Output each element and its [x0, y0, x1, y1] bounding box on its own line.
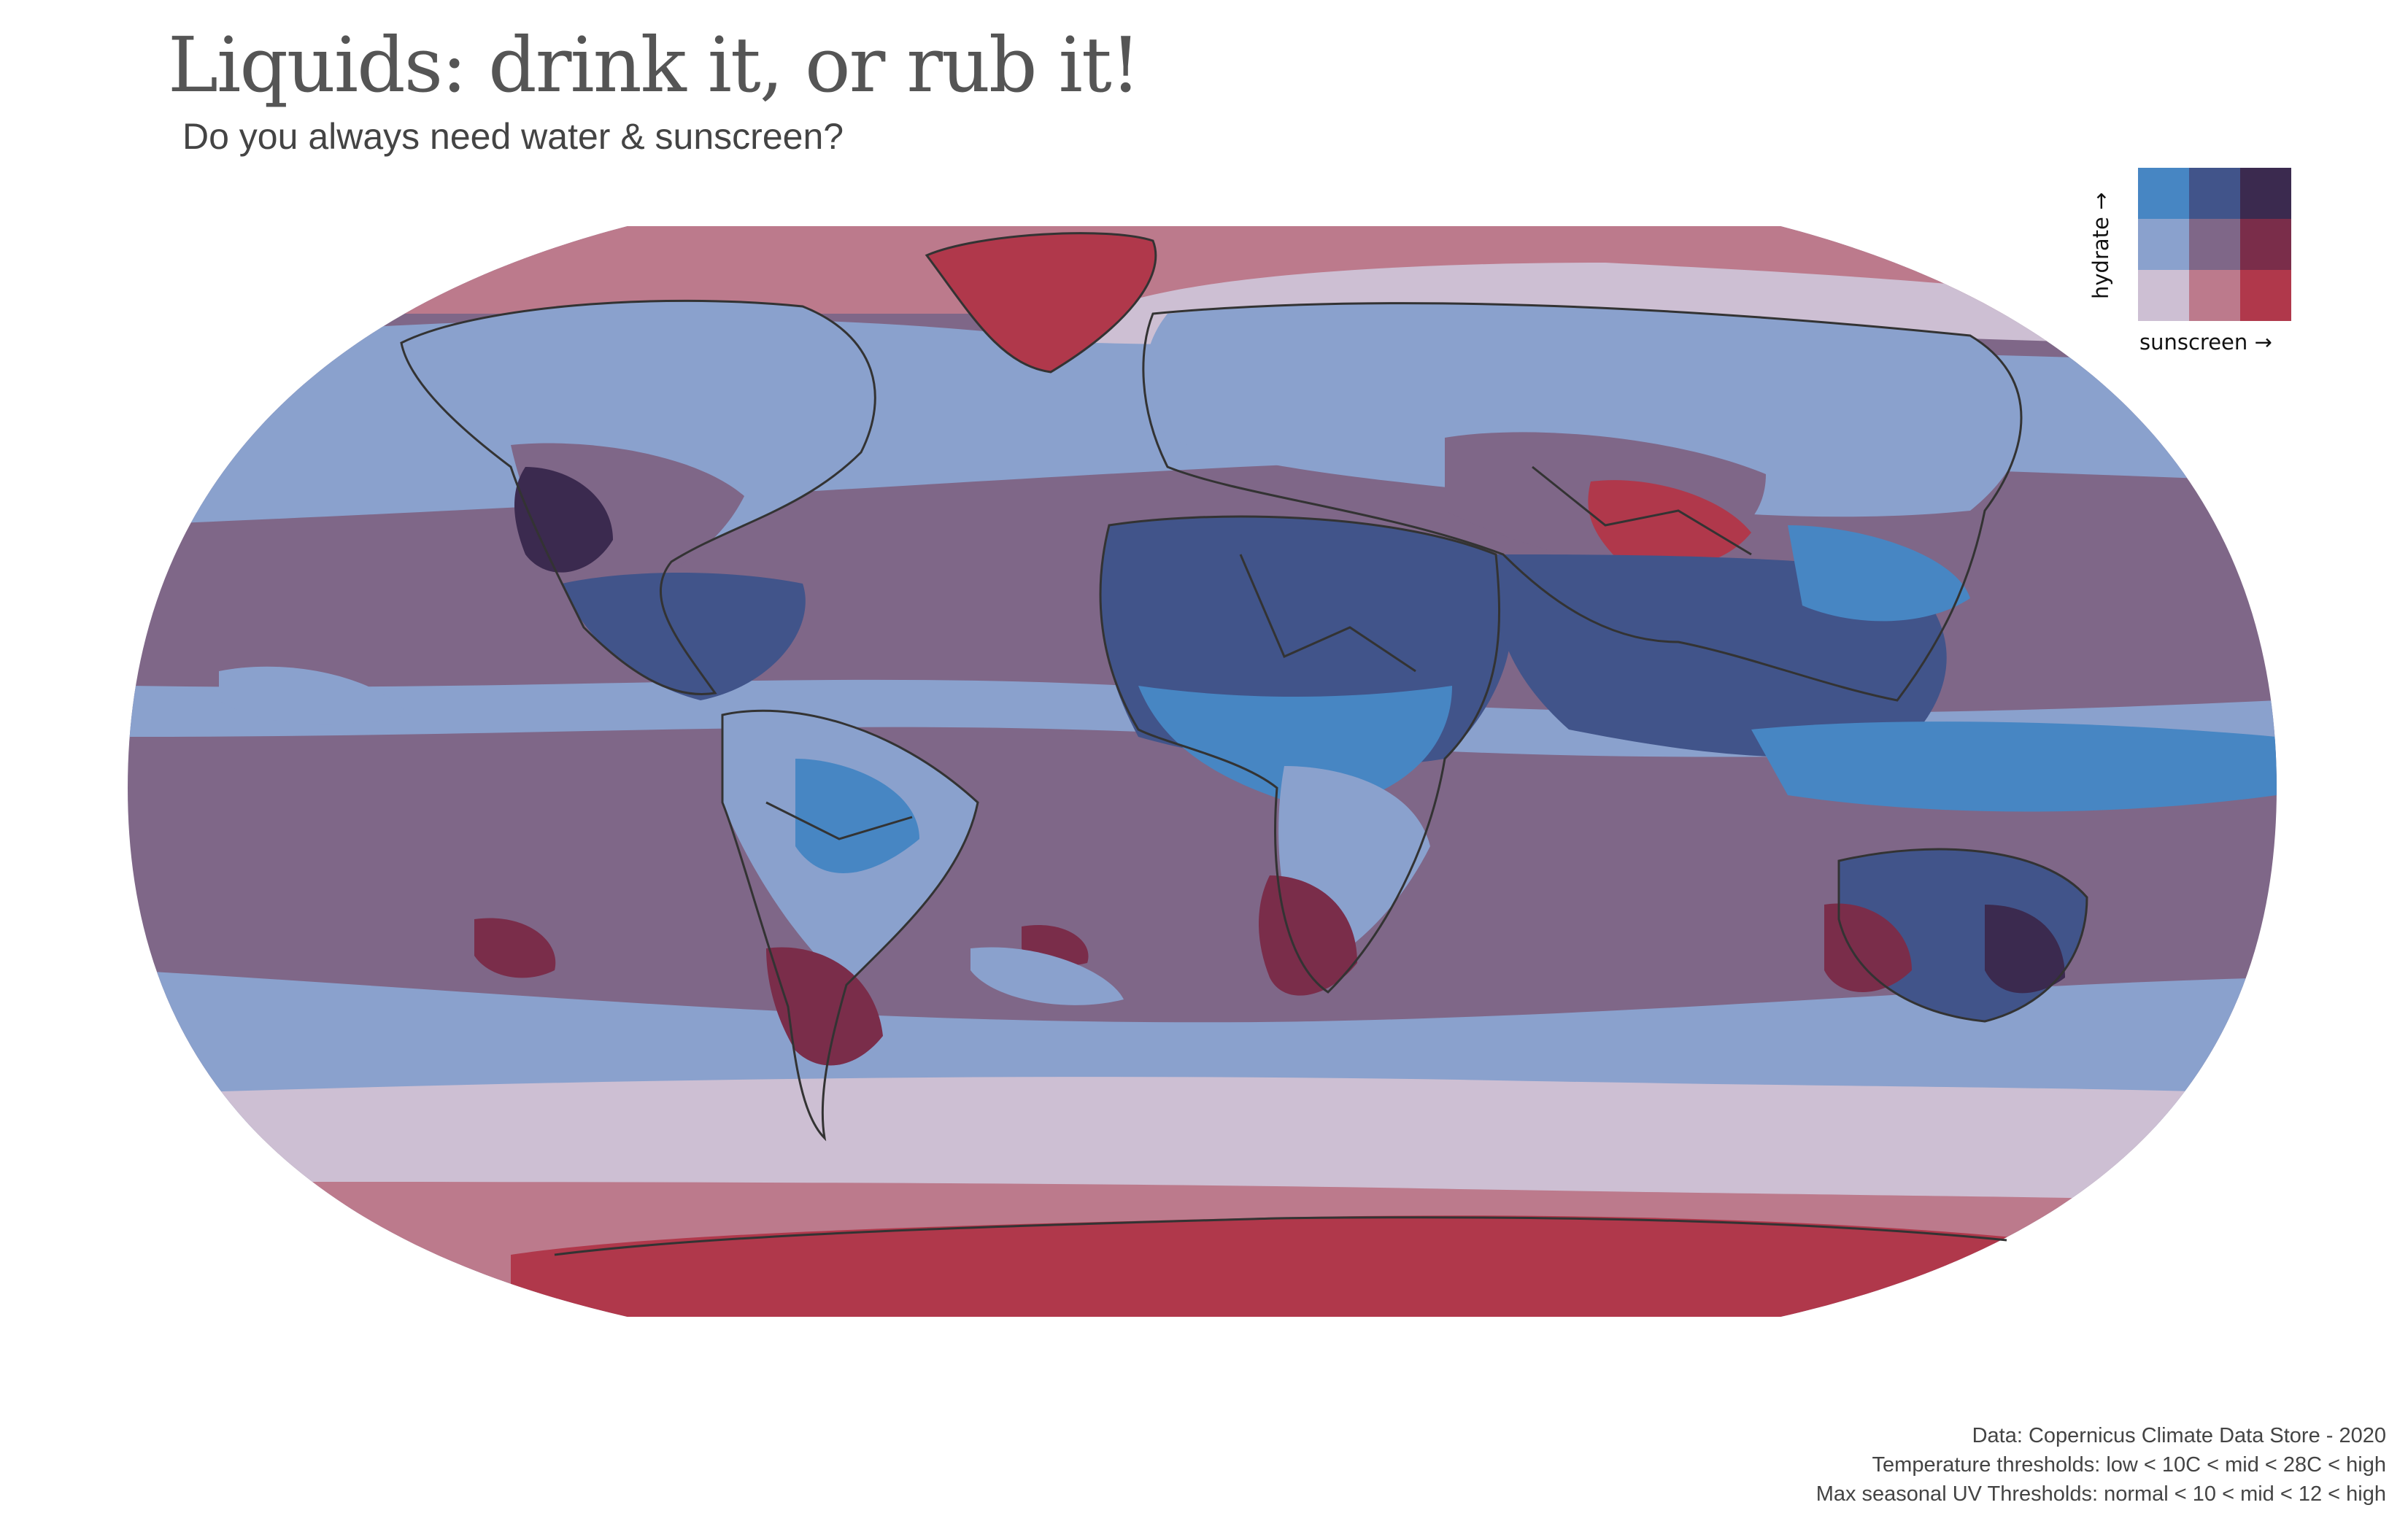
region-mid-high: [474, 918, 556, 978]
country-borders: [400, 232, 2088, 1256]
region-high-high: [1985, 905, 2065, 994]
region-high-normal: [1751, 721, 2277, 812]
caption-uv-thresholds: Max seasonal UV Thresholds: normal < 10 …: [1815, 1482, 2386, 1506]
legend-sunscreen-label: sunscreen →: [2139, 330, 2272, 355]
map-title: Liquids: drink it, or rub it!: [168, 20, 1141, 109]
region-high-mid: [562, 573, 806, 700]
source-caption: Data: Copernicus Climate Data Store - 20…: [1816, 1421, 2386, 1509]
map-subtitle: Do you always need water & sunscreen?: [182, 116, 844, 157]
region-mid-high: [1259, 875, 1357, 996]
region-high-high: [514, 467, 613, 573]
legend-cell-r0-c0: [2138, 168, 2189, 219]
legend-cell-r2-c0: [2138, 270, 2189, 321]
region-mid-normal: [970, 947, 1124, 1005]
region-low-high: [927, 233, 1156, 372]
legend-grid: [2138, 168, 2291, 321]
legend-cell-r2-c2: [2240, 270, 2291, 321]
caption-data-source: Data: Copernicus Climate Data Store - 20…: [1972, 1424, 2386, 1447]
region-high-normal: [1138, 686, 1452, 810]
legend-cell-r1-c2: [2240, 219, 2291, 270]
legend-cell-r1-c0: [2138, 219, 2189, 270]
legend-cell-r0-c1: [2189, 168, 2240, 219]
region-mid-normal: [401, 301, 876, 562]
region-low-normal: [128, 1077, 2277, 1211]
legend-cell-r0-c2: [2240, 168, 2291, 219]
region-mid-normal: [219, 666, 409, 725]
region-mid-high: [1824, 903, 1912, 992]
legend-cell-r2-c1: [2189, 270, 2240, 321]
legend-hydrate-label: hydrate →: [2088, 192, 2113, 299]
region-high-normal: [1788, 525, 1970, 622]
legend-cell-r1-c1: [2189, 219, 2240, 270]
region-high-normal: [795, 759, 919, 874]
region-low-high: [511, 1215, 2043, 1317]
region-low-high: [1588, 480, 1751, 569]
region-mid-normal: [1146, 303, 2025, 517]
caption-temperature-thresholds: Temperature thresholds: low < 10C < mid …: [1872, 1453, 2386, 1477]
